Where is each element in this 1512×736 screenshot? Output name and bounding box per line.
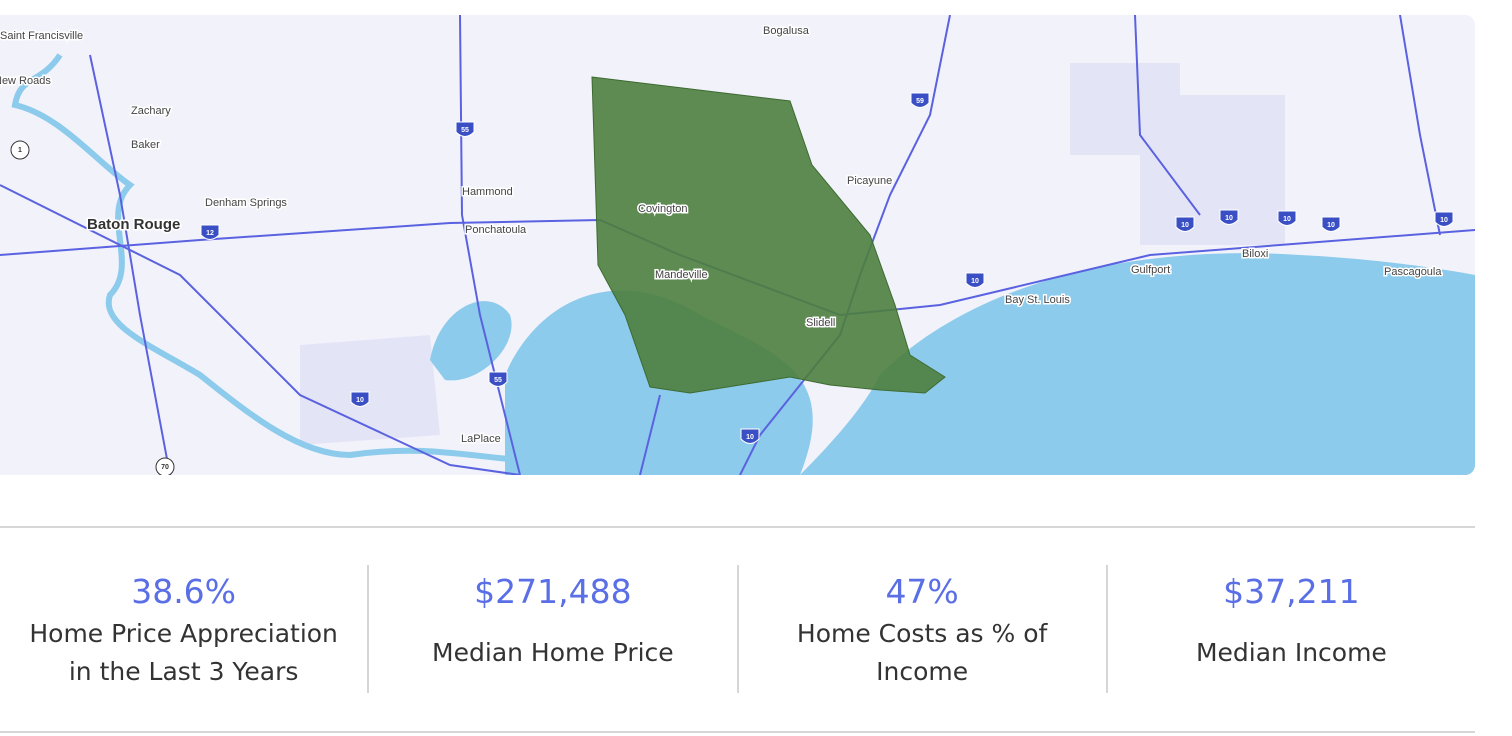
shield-number: 1 (18, 147, 22, 154)
stat-label: Home Costs as % of Income (796, 619, 1048, 686)
shield-number: 59 (916, 98, 924, 105)
parish-highlight[interactable] (591, 76, 946, 394)
place-label: Gulfport (1131, 264, 1170, 276)
route-marker (155, 457, 175, 475)
map-svg: Saint Francisville New Roads Zachary Baker D… (0, 15, 1475, 475)
place-label: Zachary (131, 105, 171, 117)
interstate-shield (1277, 210, 1297, 226)
shield-number: 10 (1181, 222, 1189, 229)
highway-shields: 55 59 12 10 55 10 10 10 10 10 10 10 1 70 (10, 92, 1454, 475)
interstate-shield (488, 371, 508, 387)
interstate-shield (350, 391, 370, 407)
river (11, 53, 521, 463)
urban-area (300, 335, 440, 445)
place-label: LaPlace (461, 433, 501, 445)
stat: 38.6% Home Price Appreciation in the Last… (0, 565, 367, 693)
place-label: Baton Rouge (87, 216, 180, 233)
place-label: Picayune (847, 175, 892, 187)
stat: $271,488 Median Home Price (367, 565, 736, 693)
map[interactable]: Saint Francisville New Roads Zachary Baker D… (0, 15, 1475, 475)
shield-number: 55 (461, 127, 469, 134)
divider (0, 526, 1475, 528)
place-label: New Roads (0, 75, 51, 87)
interstate-shield (1434, 211, 1454, 227)
interstate-shield (200, 224, 220, 240)
stat: $37,211 Median Income (1105, 565, 1475, 693)
interstate-shield (455, 121, 475, 137)
interstate-shield (1321, 216, 1341, 232)
urban-area (1070, 63, 1285, 245)
shield-number: 10 (1225, 215, 1233, 222)
stats-row: 38.6% Home Price Appreciation in the Last… (0, 565, 1475, 693)
place-label: Slidell (806, 317, 835, 329)
stat-label: Median Income (1195, 638, 1387, 667)
stat-label: Median Home Price (432, 638, 674, 667)
stat-label: Home Price Appreciation in the Last 3 Ye… (29, 619, 338, 686)
place-label: Ponchatoula (465, 224, 527, 236)
place-label: Hammond (462, 186, 513, 198)
interstate-shield (965, 272, 985, 288)
place-label: Pascagoula (1384, 266, 1442, 278)
place-label: Saint Francisville (0, 30, 83, 42)
stat-value: 47% (885, 572, 959, 611)
place-label: Mandeville (655, 269, 708, 281)
place-label: Bay St. Louis (1005, 294, 1070, 306)
interstate-shield (740, 428, 760, 444)
stat-value: $271,488 (474, 572, 632, 611)
shield-number: 55 (494, 377, 502, 384)
shield-number: 10 (356, 397, 364, 404)
place-label: Denham Springs (205, 197, 287, 209)
shield-number: 12 (206, 230, 214, 237)
place-label: Biloxi (1242, 248, 1268, 260)
stat-value: 38.6% (131, 572, 237, 611)
interstate-shield (910, 92, 930, 108)
stat-value: $37,211 (1223, 572, 1360, 611)
interstate-shield (1175, 216, 1195, 232)
shield-number: 10 (971, 278, 979, 285)
route-marker (10, 140, 30, 160)
place-label: Bogalusa (763, 25, 810, 37)
shield-number: 10 (1327, 222, 1335, 229)
place-label: Covington (638, 203, 688, 215)
shield-number: 70 (161, 464, 169, 471)
gulf (800, 253, 1475, 475)
shield-number: 10 (1440, 217, 1448, 224)
shield-number: 10 (746, 434, 754, 441)
interstate-shield (1219, 209, 1239, 225)
shield-number: 10 (1283, 216, 1291, 223)
place-labels: Saint Francisville New Roads Zachary Baker D… (0, 23, 1444, 446)
stat: 47% Home Costs as % of Income (736, 565, 1106, 693)
place-label: Baker (131, 139, 160, 151)
divider (0, 731, 1475, 733)
